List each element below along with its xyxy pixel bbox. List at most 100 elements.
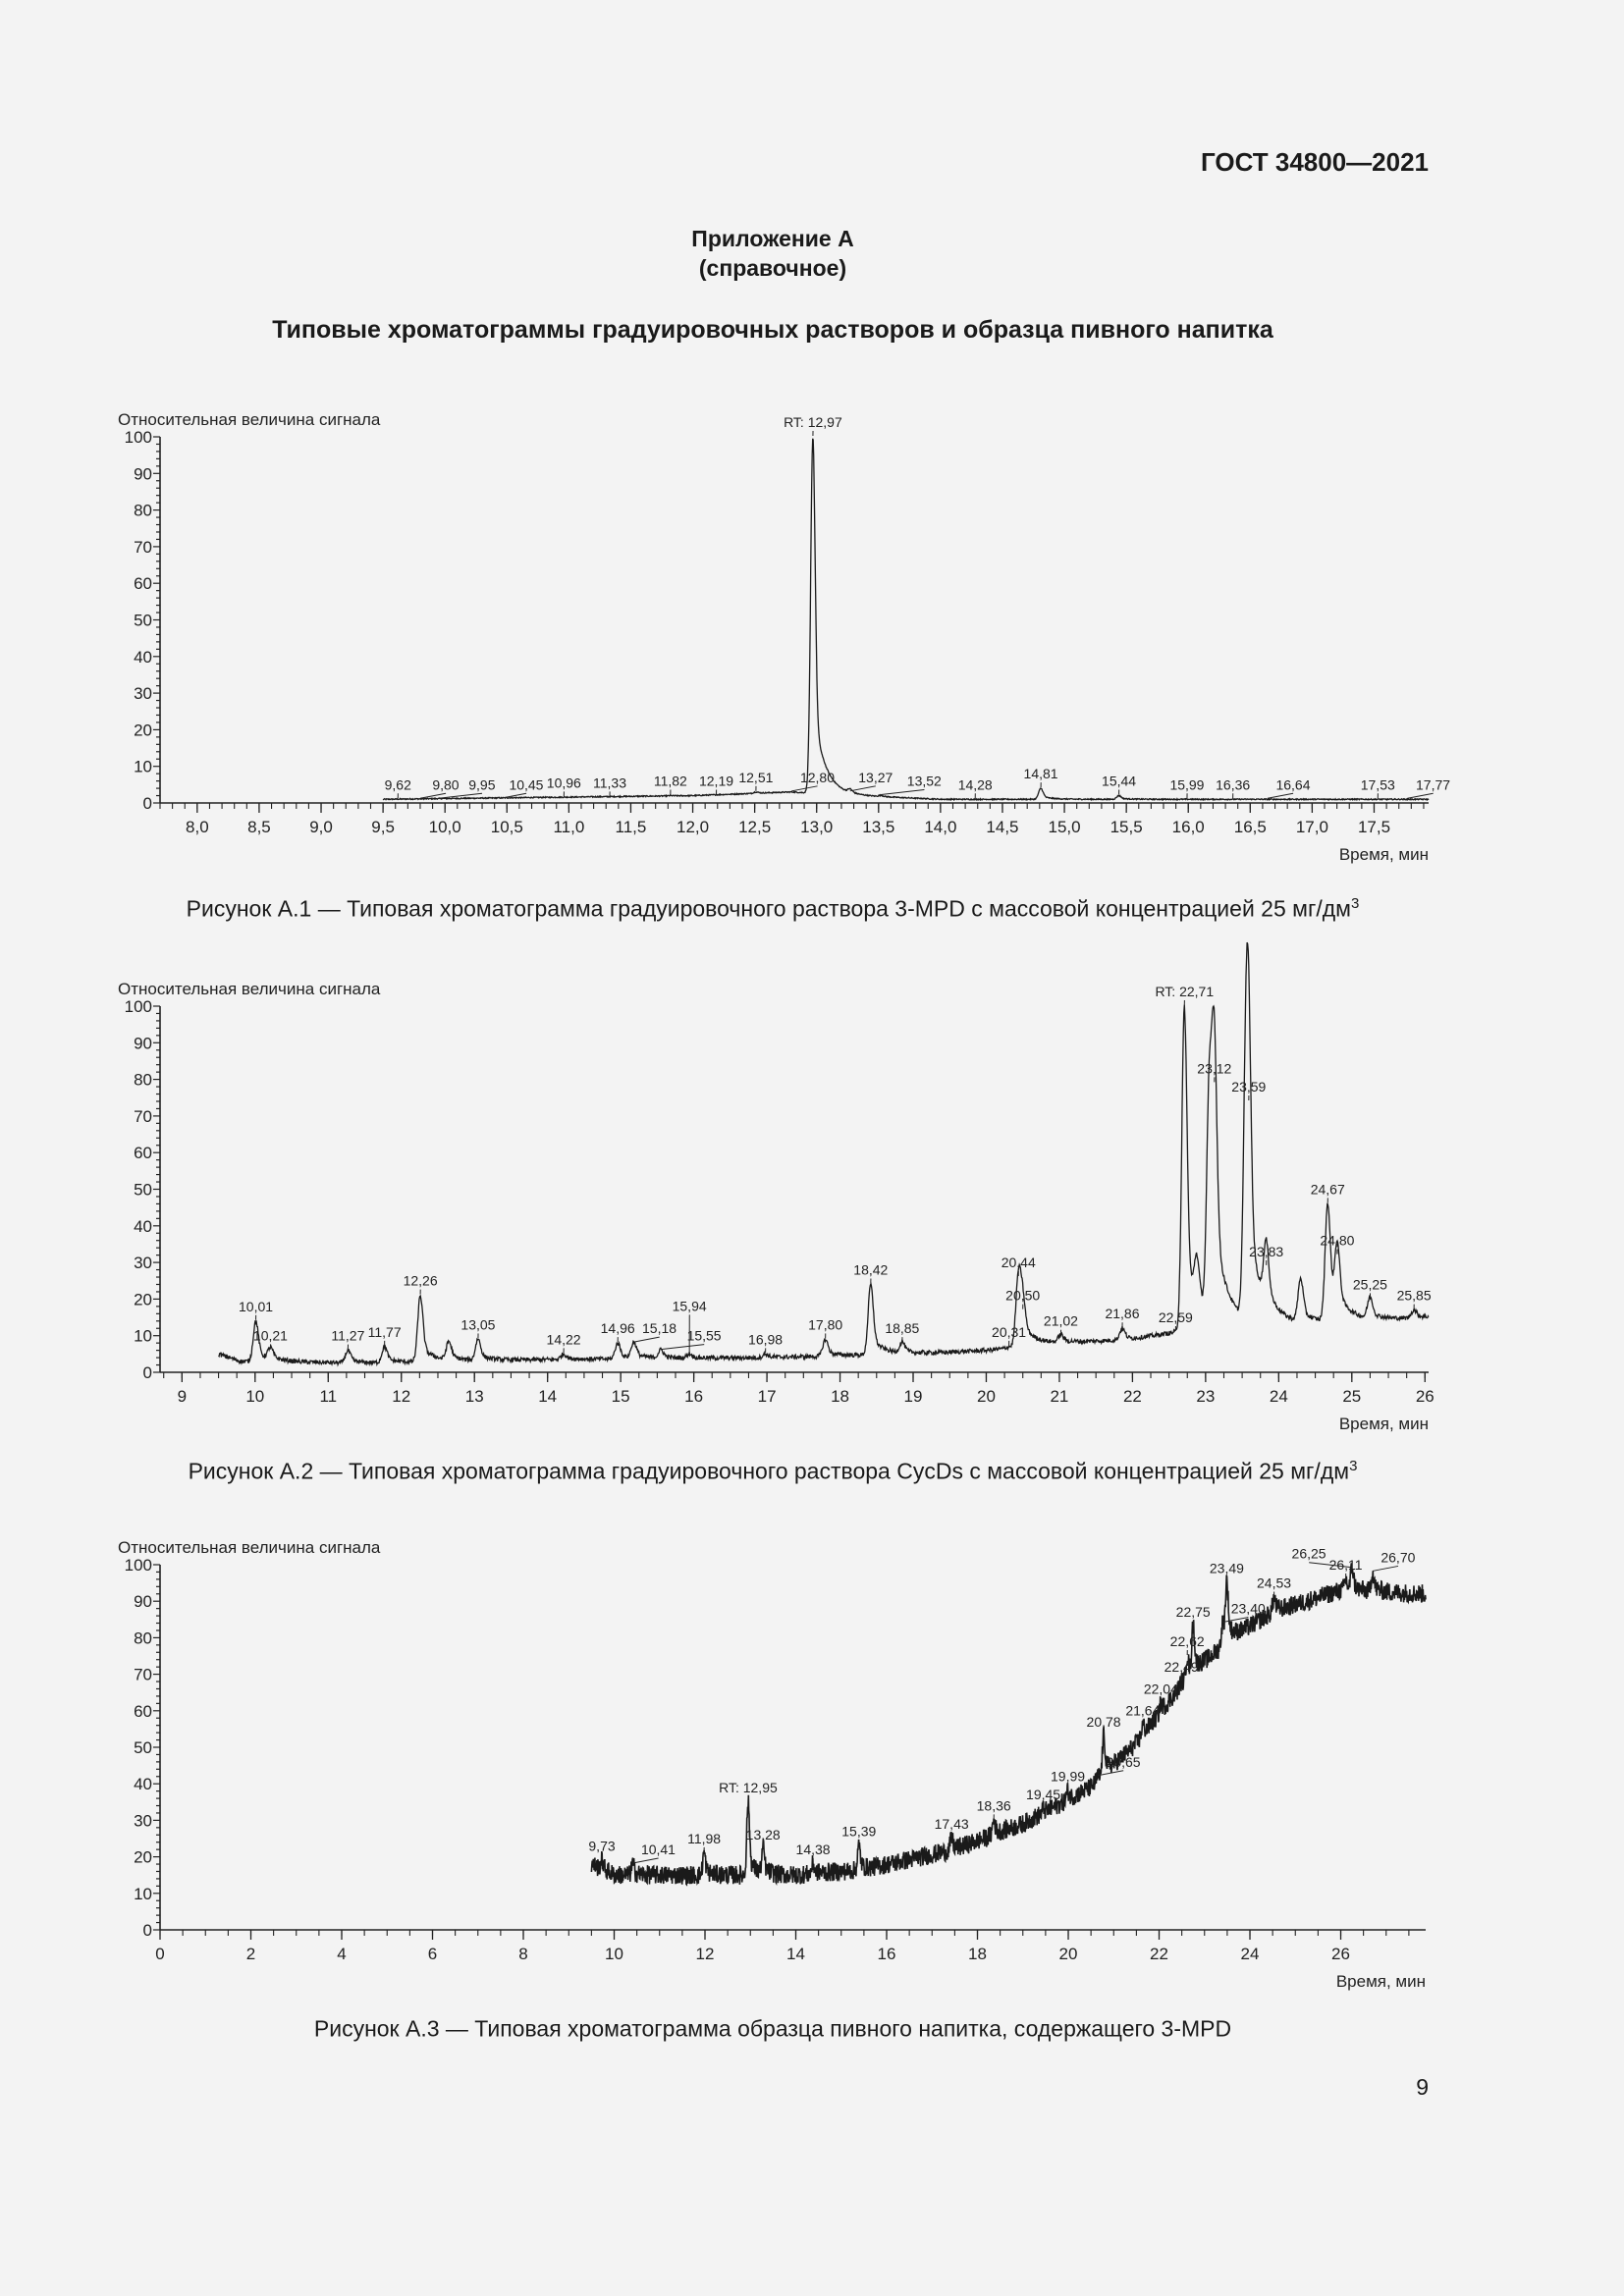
- peak-label: 24,67: [1311, 1181, 1345, 1197]
- peak-label: 11,82: [654, 774, 687, 789]
- peak-label-leader: [1267, 792, 1294, 799]
- x-tick-label: 26: [1416, 1387, 1435, 1406]
- peak-label: 20,65: [1107, 1754, 1141, 1770]
- y-tick-label: 60: [134, 574, 152, 593]
- peak-label: 15,39: [841, 1823, 876, 1839]
- peak-label: 23,40: [1231, 1601, 1266, 1617]
- figure-caption-a3: Рисунок А.3 — Типовая хроматограмма обра…: [0, 2015, 1545, 2043]
- peak-label-leader: [419, 792, 447, 799]
- peak-label-leader: [1372, 1565, 1399, 1572]
- peak-label: 18,36: [977, 1797, 1011, 1813]
- x-tick-label: 11: [319, 1387, 337, 1406]
- section-title: Типовые хроматограммы градуировочных рас…: [272, 316, 1273, 344]
- peak-label: 13,05: [460, 1316, 495, 1332]
- x-tick-label: 10: [245, 1387, 264, 1406]
- x-tick-label: 24: [1270, 1387, 1288, 1406]
- x-tick-label: 12: [392, 1387, 410, 1406]
- peak-label: 17,43: [935, 1816, 969, 1832]
- x-tick-label: 11,5: [616, 818, 647, 836]
- peak-label: 23,49: [1210, 1561, 1244, 1576]
- x-tick-label: 10,0: [429, 818, 461, 836]
- y-tick-label: 90: [134, 1034, 152, 1052]
- y-tick-label: 50: [134, 1738, 152, 1757]
- y-tick-label: 70: [134, 1666, 152, 1684]
- peak-label: 21,86: [1105, 1306, 1139, 1321]
- peak-label: 9,80: [432, 776, 459, 792]
- caption-text: Рисунок А.2 — Типовая хроматограмма град…: [188, 1458, 1350, 1484]
- peak-label-leader: [791, 785, 818, 792]
- x-tick-label: 17,5: [1358, 818, 1390, 836]
- x-tick-label: 2: [246, 1945, 255, 1963]
- peak-label-leader: [500, 792, 527, 799]
- peak-label: 21,64: [1125, 1703, 1160, 1719]
- peak-label: 11,27: [331, 1328, 364, 1344]
- peak-label-leader: [632, 1857, 659, 1864]
- y-axis-label: Относительная величина сигнала: [118, 410, 381, 429]
- peak-label: 14,81: [1024, 766, 1058, 781]
- chromatogram-trace: [382, 438, 1430, 802]
- y-tick-label: 50: [134, 1181, 152, 1200]
- peak-label: 24,80: [1320, 1233, 1354, 1249]
- y-tick-label: 20: [134, 721, 152, 739]
- x-tick-label: 26: [1331, 1945, 1350, 1963]
- peak-label: 10,01: [239, 1299, 273, 1314]
- chromatogram-figure-a1: Относительная величина сигнала Время, мин…: [118, 410, 1450, 864]
- peak-label: 16,64: [1275, 776, 1310, 792]
- x-tick-label: 14,5: [986, 818, 1018, 836]
- peak-label: 14,96: [601, 1320, 635, 1336]
- x-tick-label: 9: [178, 1387, 187, 1406]
- x-tick-label: 25: [1342, 1387, 1361, 1406]
- peak-label: 17,77: [1416, 776, 1450, 792]
- peak-label: 25,85: [1397, 1288, 1432, 1304]
- x-tick-label: 8,5: [247, 818, 271, 836]
- peak-label: 10,45: [509, 776, 543, 792]
- peak-label: 11,33: [593, 774, 626, 790]
- peak-label-leader: [1309, 1562, 1353, 1569]
- x-tick-label: 16,5: [1234, 818, 1267, 836]
- y-tick-label: 90: [134, 1592, 152, 1611]
- y-tick-label: 90: [134, 464, 152, 483]
- y-tick-label: 100: [125, 997, 152, 1016]
- y-tick-label: 100: [125, 428, 152, 447]
- x-tick-label: 16: [684, 1387, 703, 1406]
- peak-label: 13,52: [907, 774, 942, 789]
- peak-label: 11,98: [687, 1831, 721, 1846]
- peak-label: 15,94: [673, 1298, 707, 1313]
- peak-label: 22,62: [1170, 1633, 1205, 1649]
- x-tick-label: 21: [1050, 1387, 1068, 1406]
- peak-label-leader: [849, 785, 876, 792]
- chromatogram-trace: [218, 941, 1430, 1367]
- peak-label-leader: [1407, 792, 1434, 799]
- peak-label: 17,53: [1361, 776, 1395, 792]
- caption-superscript: 3: [1350, 895, 1360, 912]
- x-tick-label: 4: [337, 1945, 346, 1963]
- peak-label-leader: [661, 1344, 705, 1351]
- x-tick-label: 13: [465, 1387, 484, 1406]
- x-tick-label: 16,0: [1172, 818, 1205, 836]
- caption-text: Рисунок А.3 — Типовая хроматограмма обра…: [313, 2015, 1232, 2042]
- chromatogram-figure-a3: Относительная величина сигнала Время, мин…: [118, 1538, 1427, 1991]
- peak-label: 23,83: [1249, 1244, 1283, 1259]
- peak-label-leader: [633, 1336, 660, 1343]
- y-tick-label: 80: [134, 1629, 152, 1647]
- x-tick-label: 22: [1123, 1387, 1142, 1406]
- peak-label: 15,44: [1102, 774, 1136, 789]
- x-axis-label: Время, мин: [1339, 845, 1429, 864]
- peak-label: 18,85: [885, 1320, 919, 1336]
- peak-label: 10,21: [253, 1328, 288, 1344]
- y-tick-label: 60: [134, 1702, 152, 1721]
- caption-superscript: 3: [1349, 1458, 1358, 1474]
- peak-label-leader: [438, 792, 483, 799]
- y-tick-label: 100: [125, 1556, 152, 1575]
- peak-label: 26,11: [1329, 1557, 1363, 1573]
- x-axis-label: Время, мин: [1336, 1972, 1426, 1991]
- peak-label: 22,59: [1159, 1309, 1193, 1325]
- y-tick-label: 40: [134, 648, 152, 667]
- peak-label: 12,80: [800, 770, 835, 785]
- y-tick-label: 0: [143, 1921, 152, 1940]
- x-tick-label: 12: [696, 1945, 715, 1963]
- x-tick-label: 14: [538, 1387, 557, 1406]
- y-tick-label: 0: [143, 794, 152, 813]
- peak-label: 19,99: [1051, 1769, 1085, 1785]
- y-tick-label: 50: [134, 612, 152, 630]
